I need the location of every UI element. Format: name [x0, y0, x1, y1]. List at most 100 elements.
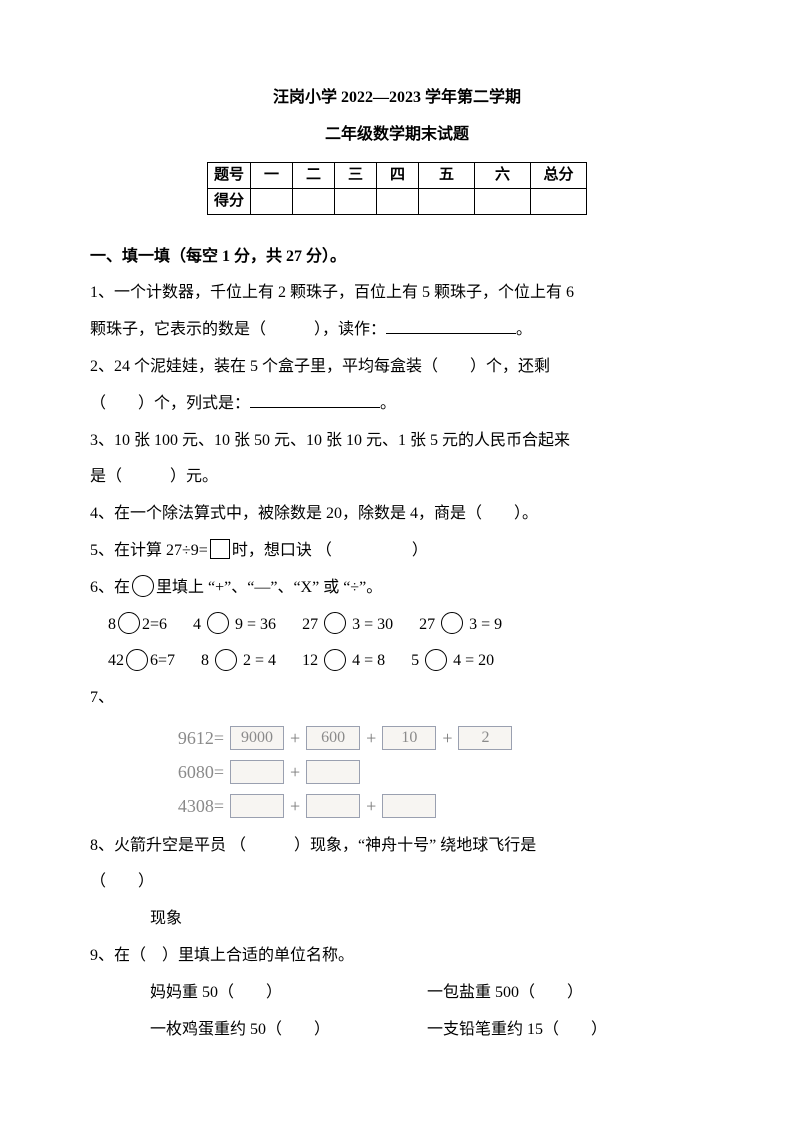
q1-post: 。: [516, 321, 532, 338]
circle-blank: [132, 575, 154, 597]
cell-empty: [377, 188, 419, 214]
q7-box-empty: ____: [306, 760, 360, 784]
q2-pre: （ ）个，列式是：: [90, 395, 250, 412]
eq: 5 4 = 20: [411, 643, 494, 680]
q7-box-empty: ____: [306, 794, 360, 818]
circle-blank: [126, 649, 148, 671]
q7-figure: 9612= 9000+ 600+ 10+ 2 6080= ____+ ____ …: [160, 721, 704, 824]
blank-line: [250, 392, 380, 408]
eq: 8 2=6: [108, 607, 167, 644]
circle-blank: [118, 612, 140, 634]
circle-blank: [324, 649, 346, 671]
eq-l: 27: [302, 616, 318, 633]
q2-line2: （ ）个，列式是： 。: [90, 386, 704, 423]
cell-empty: [251, 188, 293, 214]
circle-blank: [324, 612, 346, 634]
cell: 一: [251, 162, 293, 188]
eq-r: 4 = 8: [352, 652, 385, 669]
cell-label: 得分: [207, 188, 250, 214]
eq-r: 6=7: [150, 652, 175, 669]
cell: 总分: [531, 162, 587, 188]
q5-post: 时，想口诀 （ ）: [232, 542, 428, 559]
q6-pre: 6、在: [90, 579, 130, 596]
eq: 42 6=7: [108, 643, 175, 680]
q6-head: 6、在 里填上 “+”、“—”、“X” 或 “÷”。: [90, 570, 704, 607]
eq-l: 27: [419, 616, 435, 633]
q7-box-empty: ____: [230, 760, 284, 784]
plus-icon: +: [366, 789, 376, 823]
section-heading: 一、填一填（每空 1 分，共 27 分）。: [90, 239, 704, 276]
eq-l: 42: [108, 652, 124, 669]
q7-box: 9000: [230, 726, 284, 750]
eq-r: 2 = 4: [243, 652, 276, 669]
eq-l: 5: [411, 652, 419, 669]
q7-num: 9612=: [160, 721, 224, 755]
table-row: 题号 一 二 三 四 五 六 总分: [207, 162, 586, 188]
eq-r: 2=6: [142, 616, 167, 633]
q7-num: 4308=: [160, 789, 224, 823]
q3-line1: 3、10 张 100 元、10 张 50 元、10 张 10 元、1 张 5 元…: [90, 423, 704, 460]
q9-d: 一支铅笔重约 15（ ）: [427, 1012, 704, 1049]
table-row: 得分: [207, 188, 586, 214]
plus-icon: +: [290, 755, 300, 789]
q1-pre: 颗珠子，它表示的数是（ ），读作：: [90, 321, 386, 338]
cell: 五: [419, 162, 475, 188]
blank-line: [386, 318, 516, 334]
eq-l: 8: [201, 652, 209, 669]
plus-icon: +: [366, 721, 376, 755]
title-line1: 汪岗小学 2022—2023 学年第二学期: [90, 80, 704, 117]
q7-box: 2: [458, 726, 512, 750]
score-table: 题号 一 二 三 四 五 六 总分 得分: [207, 162, 587, 215]
q7-box: 600: [306, 726, 360, 750]
cell-empty: [293, 188, 335, 214]
q7-line3: 4308= ____+ ____+ ____: [160, 789, 704, 823]
q5: 5、在计算 27÷9= 时，想口诀 （ ）: [90, 533, 704, 570]
cell-empty: [335, 188, 377, 214]
q6-post: 里填上 “+”、“—”、“X” 或 “÷”。: [156, 579, 382, 596]
q2-line1: 2、24 个泥娃娃，装在 5 个盒子里，平均每盒装（ ）个，还剩: [90, 349, 704, 386]
q7-line1: 9612= 9000+ 600+ 10+ 2: [160, 721, 704, 755]
circle-blank: [425, 649, 447, 671]
q8-line1: 8、火箭升空是平员 （ ）现象，“神舟十号” 绕地球飞行是: [90, 828, 704, 865]
cell-empty: [419, 188, 475, 214]
q1-line2: 颗珠子，它表示的数是（ ），读作： 。: [90, 312, 704, 349]
title-line2: 二年级数学期末试题: [90, 117, 704, 154]
q7-label: 7、: [90, 680, 704, 717]
eq-r: 3 = 30: [352, 616, 393, 633]
q5-pre: 5、在计算 27÷9=: [90, 542, 208, 559]
q6-row2: 42 6=7 8 2 = 4 12 4 = 8 5 4 = 20: [90, 643, 704, 680]
eq: 4 9 = 36: [193, 607, 276, 644]
circle-blank: [441, 612, 463, 634]
cell-label: 题号: [207, 162, 250, 188]
eq: 27 3 = 30: [302, 607, 393, 644]
eq-l: 8: [108, 616, 116, 633]
eq: 27 3 = 9: [419, 607, 502, 644]
box-blank: [210, 539, 230, 559]
q9-head: 9、在（ ）里填上合适的单位名称。: [90, 938, 704, 975]
q8-line3: 现象: [90, 901, 704, 938]
q1-line1: 1、一个计数器，千位上有 2 颗珠子，百位上有 5 颗珠子，个位上有 6: [90, 275, 704, 312]
cell-empty: [475, 188, 531, 214]
eq-r: 4 = 20: [453, 652, 494, 669]
eq: 8 2 = 4: [201, 643, 276, 680]
q9-c: 一枚鸡蛋重约 50（ ）: [150, 1012, 427, 1049]
q7-box: 10: [382, 726, 436, 750]
q9-row1: 妈妈重 50（ ） 一包盐重 500（ ）: [90, 975, 704, 1012]
eq-l: 4: [193, 616, 201, 633]
plus-icon: +: [290, 721, 300, 755]
q2-post: 。: [380, 395, 396, 412]
eq-l: 12: [302, 652, 318, 669]
cell: 六: [475, 162, 531, 188]
circle-blank: [215, 649, 237, 671]
q7-line2: 6080= ____+ ____: [160, 755, 704, 789]
q6-row1: 8 2=6 4 9 = 36 27 3 = 30 27 3 = 9: [90, 607, 704, 644]
plus-icon: +: [290, 789, 300, 823]
cell: 四: [377, 162, 419, 188]
q9-a: 妈妈重 50（ ）: [150, 975, 427, 1012]
q8-line2: （ ）: [90, 864, 704, 901]
eq: 12 4 = 8: [302, 643, 385, 680]
q3-line2: 是（ ）元。: [90, 459, 704, 496]
q9-b: 一包盐重 500（ ）: [427, 975, 704, 1012]
cell: 三: [335, 162, 377, 188]
eq-r: 3 = 9: [469, 616, 502, 633]
